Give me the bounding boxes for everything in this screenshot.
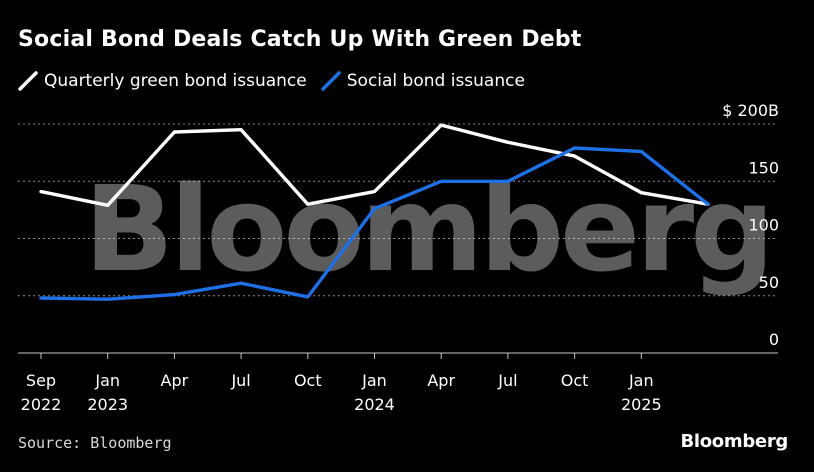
legend-swatch-social [321, 71, 341, 91]
bloomberg-watermark: Bloomberg [84, 160, 771, 298]
y-tick-label-100: 100 [748, 216, 779, 235]
chart-title: Social Bond Deals Catch Up With Green De… [18, 27, 582, 52]
y-tick-label-150: 150 [748, 158, 779, 177]
x-tick-year-0: 2022 [21, 395, 62, 414]
legend-label-green: Quarterly green bond issuance [44, 71, 307, 91]
x-tick-label-6: Apr [427, 371, 455, 390]
x-tick-label-3: Jul [230, 371, 250, 390]
x-tick-year-9: 2025 [621, 395, 662, 414]
x-tick-label-2: Apr [161, 371, 189, 390]
x-tick-label-5: Jan [361, 371, 387, 390]
y-axis: $ 200B 150 100 50 0 [722, 101, 779, 349]
series-line-social-bond [39, 146, 710, 301]
series-layer [39, 123, 710, 301]
series-line-green-bond [39, 123, 710, 208]
bloomberg-logo: Bloomberg [680, 431, 788, 452]
x-tick-label-4: Oct [294, 371, 322, 390]
y-tick-label-0: 0 [769, 330, 779, 349]
x-tick-label-9: Jan [628, 371, 654, 390]
x-tick-label-0: Sep [26, 371, 56, 390]
legend-swatch-green [18, 71, 38, 91]
legend-item-green: Quarterly green bond issuance [18, 71, 307, 91]
legend: Quarterly green bond issuance Social bon… [18, 70, 539, 92]
y-tick-label-200: $ 200B [722, 101, 779, 120]
x-axis: Sep 2022 Jan 2023 Apr Jul Oct Jan 2024 Apr Jul Oct J… [21, 353, 662, 414]
x-tick-year-5: 2024 [354, 395, 395, 414]
x-tick-label-1: Jan [94, 371, 120, 390]
legend-label-social: Social bond issuance [346, 71, 525, 91]
grid-layer [18, 123, 778, 354]
source-note: Source: Bloomberg [18, 434, 172, 452]
x-tick-label-7: Jul [497, 371, 517, 390]
x-tick-label-8: Oct [561, 371, 589, 390]
y-tick-label-50: 50 [759, 273, 779, 292]
x-tick-year-1: 2023 [87, 395, 128, 414]
legend-item-social: Social bond issuance [321, 71, 525, 91]
